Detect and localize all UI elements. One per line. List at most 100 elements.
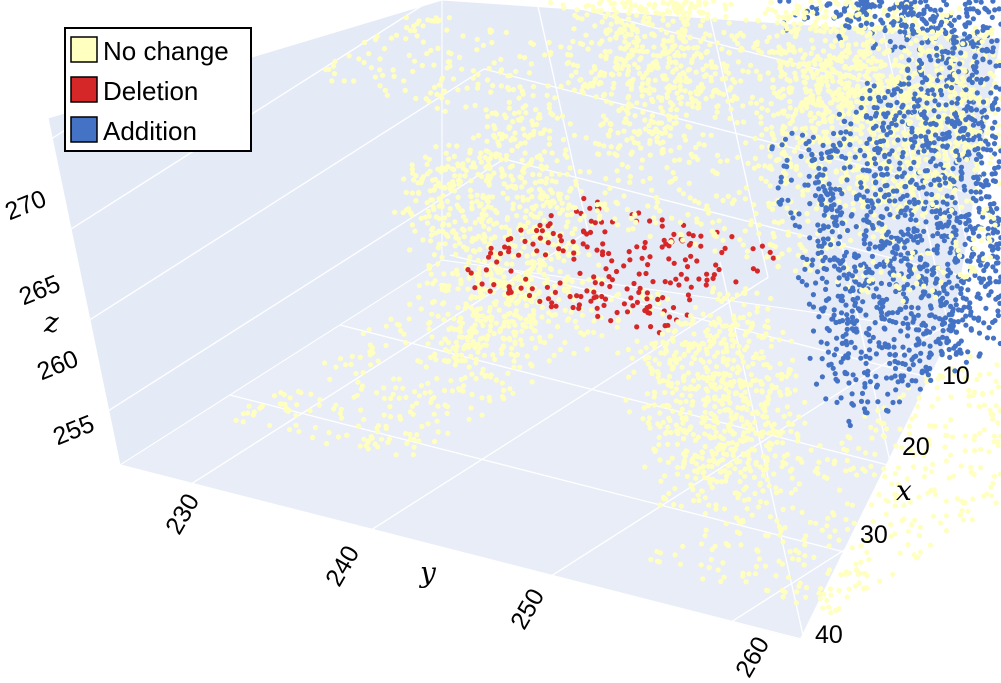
data-point-no-change	[496, 283, 502, 289]
data-point-addition	[884, 171, 891, 177]
data-point-no-change	[483, 107, 489, 113]
data-point-addition	[905, 109, 911, 115]
data-point-no-change	[870, 234, 876, 240]
data-point-no-change	[450, 271, 456, 277]
data-point-no-change	[803, 10, 809, 16]
data-point-no-change	[829, 125, 835, 131]
data-point-addition	[846, 380, 852, 386]
data-point-no-change	[901, 276, 907, 282]
data-point-addition	[992, 99, 998, 106]
data-point-no-change	[525, 197, 531, 203]
data-point-no-change	[511, 364, 517, 370]
data-point-no-change	[529, 194, 535, 200]
data-point-no-change	[505, 311, 511, 317]
data-point-addition	[852, 154, 858, 160]
data-point-no-change	[715, 103, 721, 109]
data-point-no-change	[976, 404, 982, 410]
data-point-no-change	[522, 132, 528, 138]
data-point-no-change	[599, 333, 605, 339]
data-point-no-change	[765, 6, 771, 12]
data-point-no-change	[988, 493, 995, 499]
data-point-no-change	[987, 160, 993, 166]
data-point-no-change	[676, 95, 682, 101]
data-point-no-change	[893, 443, 899, 449]
data-point-no-change	[771, 201, 777, 207]
data-point-no-change	[444, 198, 451, 204]
data-point-no-change	[784, 205, 790, 211]
data-point-no-change	[665, 1, 671, 7]
data-point-no-change	[467, 332, 474, 338]
data-point-addition	[980, 47, 986, 53]
data-point-no-change	[894, 154, 900, 160]
data-point-no-change	[524, 260, 531, 266]
data-point-addition	[860, 6, 866, 12]
data-point-no-change	[606, 150, 612, 156]
data-point-addition	[886, 310, 892, 316]
data-point-no-change	[434, 91, 440, 97]
data-point-addition	[863, 114, 869, 120]
data-point-no-change	[832, 0, 838, 4]
data-point-addition	[998, 235, 1001, 241]
data-point-no-change	[512, 243, 518, 249]
data-point-no-change	[403, 15, 409, 21]
data-point-addition	[953, 297, 959, 303]
data-point-no-change	[929, 287, 936, 294]
data-point-no-change	[577, 169, 583, 175]
data-point-no-change	[332, 58, 338, 65]
data-point-no-change	[329, 78, 335, 84]
data-point-no-change	[926, 95, 932, 102]
data-point-no-change	[547, 203, 553, 209]
data-point-no-change	[858, 123, 864, 129]
data-point-no-change	[827, 89, 833, 95]
data-point-no-change	[571, 132, 578, 138]
data-point-addition	[968, 105, 974, 112]
data-point-no-change	[726, 20, 732, 26]
data-point-addition	[913, 353, 919, 359]
data-point-no-change	[407, 301, 413, 307]
data-point-no-change	[941, 214, 947, 220]
data-point-addition	[887, 351, 893, 357]
data-point-no-change	[751, 165, 758, 171]
data-point-no-change	[510, 253, 516, 259]
data-point-no-change	[580, 41, 586, 47]
data-point-no-change	[818, 62, 824, 68]
data-point-no-change	[681, 10, 688, 16]
data-point-no-change	[499, 168, 505, 175]
data-point-addition	[861, 237, 867, 243]
data-point-addition	[853, 268, 859, 274]
data-point-addition	[905, 226, 911, 232]
data-point-no-change	[738, 78, 744, 84]
data-point-addition	[908, 6, 914, 12]
data-point-addition	[979, 109, 985, 115]
data-point-no-change	[966, 387, 972, 393]
data-point-addition	[777, 0, 783, 4]
data-point-addition	[996, 279, 1001, 285]
data-point-addition	[928, 377, 934, 383]
data-point-no-change	[856, 11, 862, 17]
data-point-addition	[988, 90, 994, 96]
data-point-no-change	[480, 335, 486, 341]
data-point-no-change	[660, 109, 666, 115]
data-point-no-change	[711, 89, 717, 95]
data-point-no-change	[495, 279, 501, 285]
data-point-no-change	[818, 99, 825, 105]
data-point-no-change	[721, 29, 727, 36]
data-point-no-change	[907, 87, 913, 93]
data-point-no-change	[980, 256, 987, 262]
data-point-addition	[862, 153, 868, 159]
data-point-no-change	[737, 237, 743, 243]
data-point-addition	[960, 317, 966, 323]
data-point-no-change	[712, 71, 719, 77]
data-point-no-change	[792, 268, 799, 274]
data-point-no-change	[668, 125, 674, 131]
data-point-addition	[937, 297, 944, 304]
data-point-addition	[949, 118, 955, 124]
data-point-addition	[841, 136, 847, 142]
data-point-no-change	[878, 59, 884, 65]
data-point-no-change	[488, 314, 494, 320]
data-point-addition	[984, 114, 990, 120]
data-point-no-change	[361, 39, 368, 46]
data-point-no-change	[510, 87, 517, 93]
data-point-no-change	[558, 83, 564, 89]
data-point-no-change	[650, 31, 656, 37]
